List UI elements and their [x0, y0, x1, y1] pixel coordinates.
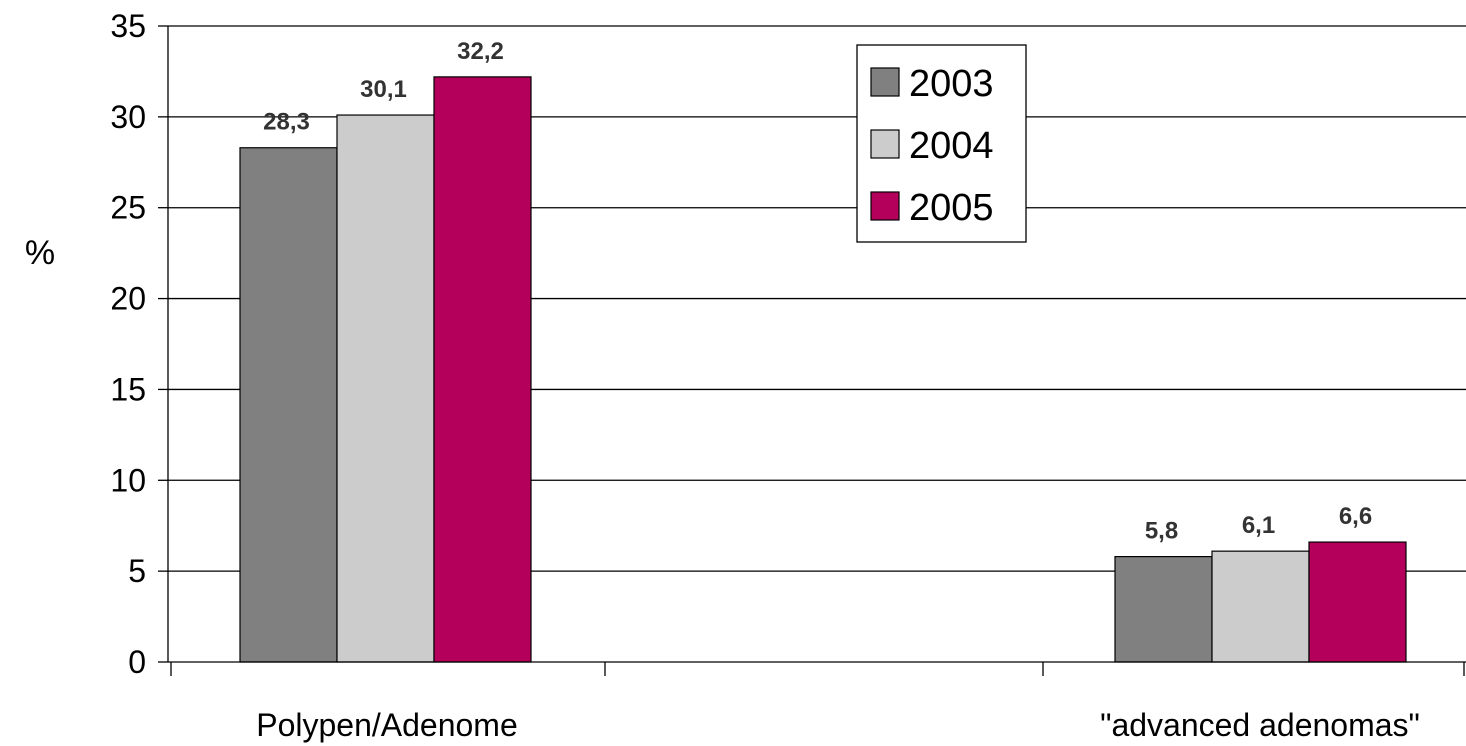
bar-2004-1: [1211, 550, 1310, 663]
bar-2003-0: [239, 147, 338, 663]
bar-2003-1: [1114, 556, 1213, 663]
bar-2005-1: [1308, 541, 1407, 663]
legend-label: 2004: [909, 125, 994, 167]
data-label: 6,1: [1242, 512, 1275, 539]
x-category-label: "advanced adenomas": [1100, 707, 1420, 743]
legend-label: 2003: [909, 63, 994, 105]
bar-2005-0: [433, 76, 532, 663]
legend-swatch-2005: [870, 191, 900, 221]
y-tick-label: 25: [110, 190, 146, 226]
bars: [239, 76, 1407, 663]
data-label: 32,2: [457, 38, 504, 65]
y-tick-labels: 0 5 10 15 20 25 30 35: [110, 8, 146, 680]
data-label: 28,3: [263, 109, 310, 136]
y-tick-label: 30: [110, 99, 146, 135]
legend-swatch-2004: [870, 129, 900, 159]
y-tick-label: 35: [110, 8, 146, 44]
data-label: 6,6: [1339, 503, 1372, 530]
bar-2004-0: [336, 114, 435, 663]
legend: 2003 2004 2005: [856, 44, 1027, 243]
x-category-labels: Polypen/Adenome "advanced adenomas": [256, 707, 1420, 743]
legend-label: 2005: [909, 187, 994, 229]
y-tick-label: 10: [110, 462, 146, 498]
x-category-label: Polypen/Adenome: [256, 707, 518, 743]
y-tick-label: 5: [128, 553, 146, 589]
axes: [158, 25, 1466, 676]
y-tick-label: 20: [110, 281, 146, 317]
y-tick-label: 15: [110, 371, 146, 407]
legend-swatch-2003: [870, 67, 900, 97]
data-label: 5,8: [1145, 518, 1178, 545]
y-tick-label: 0: [128, 644, 146, 680]
y-axis-label: %: [25, 234, 55, 272]
data-label: 30,1: [360, 76, 407, 103]
data-labels: 28,3 5,8 30,1 6,1 32,2 6,6: [263, 38, 1372, 545]
